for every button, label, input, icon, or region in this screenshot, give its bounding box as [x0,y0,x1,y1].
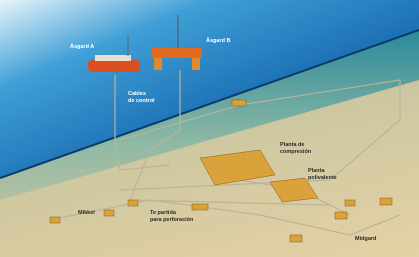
label: de control [128,98,155,104]
label: Te partida [150,210,177,216]
label: Åsgard A [70,43,94,50]
label: para perforación [150,217,194,223]
label: Cables [128,91,146,97]
label: Midgard [355,236,376,242]
page: {"labels": { "asgard_a": "Åsgard A", "as… [0,0,419,257]
label: polivalente [308,175,337,181]
label: compresión [280,149,312,155]
label: Åsgard B [206,37,230,44]
label: Planta [308,168,325,174]
label: Mikkel [78,210,95,216]
illustration: Åsgard A Åsgard B Cables de control Plan… [0,0,419,257]
label: Planta de [280,142,304,148]
